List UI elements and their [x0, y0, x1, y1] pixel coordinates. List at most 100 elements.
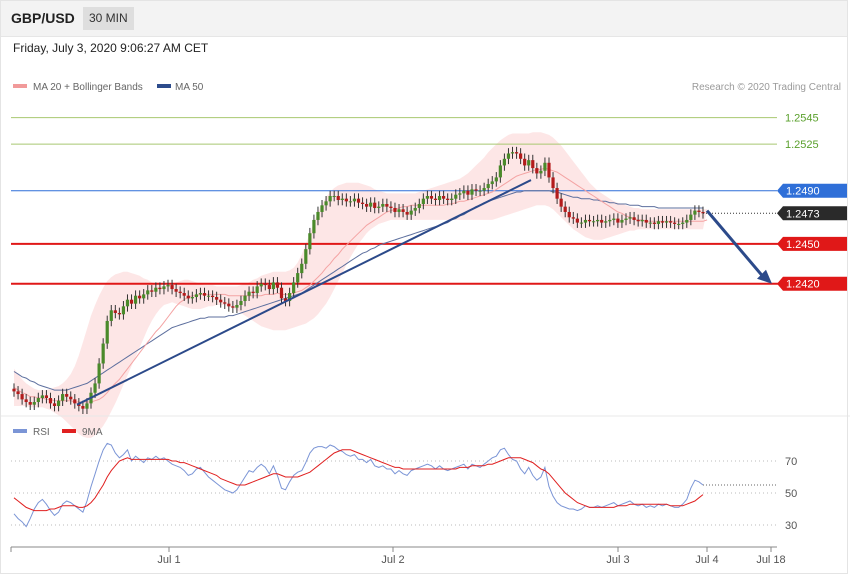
candle-body: [93, 383, 97, 393]
candle-body: [442, 196, 446, 199]
candle-body: [154, 287, 158, 292]
candle: [377, 201, 381, 214]
candle: [304, 243, 308, 270]
candle-body: [381, 203, 385, 207]
candle: [531, 154, 535, 174]
candle-body: [117, 312, 121, 315]
candle: [697, 205, 701, 218]
candle: [48, 392, 53, 409]
candle: [413, 202, 417, 216]
candle-body: [231, 306, 235, 308]
candle-body: [340, 198, 344, 200]
candle-body: [563, 206, 567, 212]
candle-body: [125, 299, 130, 307]
candle: [433, 193, 438, 206]
x-axis: Jul 1 Jul 2 Jul 3 Jul 4 Jul 18: [10, 546, 786, 566]
candle: [202, 287, 207, 302]
candle: [454, 189, 458, 204]
candle-body: [190, 297, 194, 299]
candle: [190, 291, 194, 304]
candle: [65, 388, 69, 403]
candle: [668, 215, 673, 228]
candle-body: [308, 233, 312, 250]
candle-body: [328, 196, 332, 202]
candle-body: [506, 153, 511, 159]
candle-body: [275, 282, 280, 288]
candle: [490, 176, 494, 190]
candle-body: [543, 162, 547, 171]
candle-body: [32, 402, 36, 405]
candle-body: [259, 283, 263, 287]
candle-body: [202, 293, 207, 296]
candle: [292, 277, 296, 299]
candle: [539, 165, 543, 179]
candle: [624, 213, 628, 226]
level-tag-1.2450: [777, 236, 848, 251]
candle-body: [373, 202, 377, 208]
candle: [470, 184, 474, 200]
candle: [373, 197, 377, 214]
credit-text: Research © 2020 Trading Central: [692, 82, 841, 93]
candle-body: [365, 203, 369, 207]
candle: [312, 214, 316, 239]
candle: [401, 203, 405, 218]
candle-body: [660, 221, 665, 223]
candle: [336, 190, 340, 206]
candle-body: [466, 190, 470, 195]
x-label: Jul 4: [695, 554, 718, 566]
candle: [555, 182, 559, 204]
candle-body: [474, 189, 478, 191]
candle-body: [600, 219, 604, 223]
candle: [462, 185, 466, 199]
candle-body: [604, 221, 608, 223]
candle: [567, 206, 571, 223]
candle-body: [478, 190, 482, 192]
candle-body: [587, 219, 592, 222]
legend-ma50-label: MA 50: [175, 82, 204, 93]
candle: [32, 396, 36, 410]
level-label-1.2420: 1.2420: [786, 279, 820, 291]
candle-body: [405, 211, 409, 215]
candle: [628, 211, 632, 224]
candle-body: [283, 298, 288, 302]
candle-body: [494, 177, 498, 182]
rsi-plot: 70 50 30: [11, 442, 797, 532]
candle-body: [61, 394, 65, 401]
candle-body: [133, 295, 138, 304]
candle: [20, 388, 24, 405]
candle-body: [174, 289, 178, 292]
candle-body: [701, 211, 705, 214]
candle: [543, 157, 547, 177]
candle: [24, 394, 28, 408]
timeframe-badge[interactable]: 30 MIN: [83, 7, 134, 30]
candle-body: [612, 218, 616, 220]
candle: [332, 190, 336, 202]
candle: [365, 198, 369, 212]
candle-body: [344, 198, 348, 202]
last-price-label: 1.2473: [786, 208, 820, 220]
candle-body: [514, 152, 519, 154]
candle: [16, 386, 20, 400]
candle-body: [24, 399, 28, 403]
projection-arrow-shaft: [705, 209, 766, 279]
candle: [308, 227, 312, 255]
candle-body: [279, 287, 284, 299]
candle: [466, 185, 470, 200]
candle-body: [206, 295, 211, 297]
candle-body: [215, 297, 219, 300]
candle-body: [170, 285, 174, 290]
candle: [340, 193, 344, 206]
candle-body: [332, 196, 336, 198]
candle: [405, 206, 409, 220]
candle-body: [113, 310, 117, 313]
candle-body: [401, 209, 405, 212]
candle: [685, 214, 689, 228]
candle: [587, 214, 592, 227]
candle-body: [69, 396, 73, 400]
candle-body: [356, 198, 361, 203]
candle-body: [591, 221, 596, 223]
candle-body: [227, 303, 231, 307]
candle-body: [101, 343, 105, 364]
candle: [429, 190, 434, 204]
